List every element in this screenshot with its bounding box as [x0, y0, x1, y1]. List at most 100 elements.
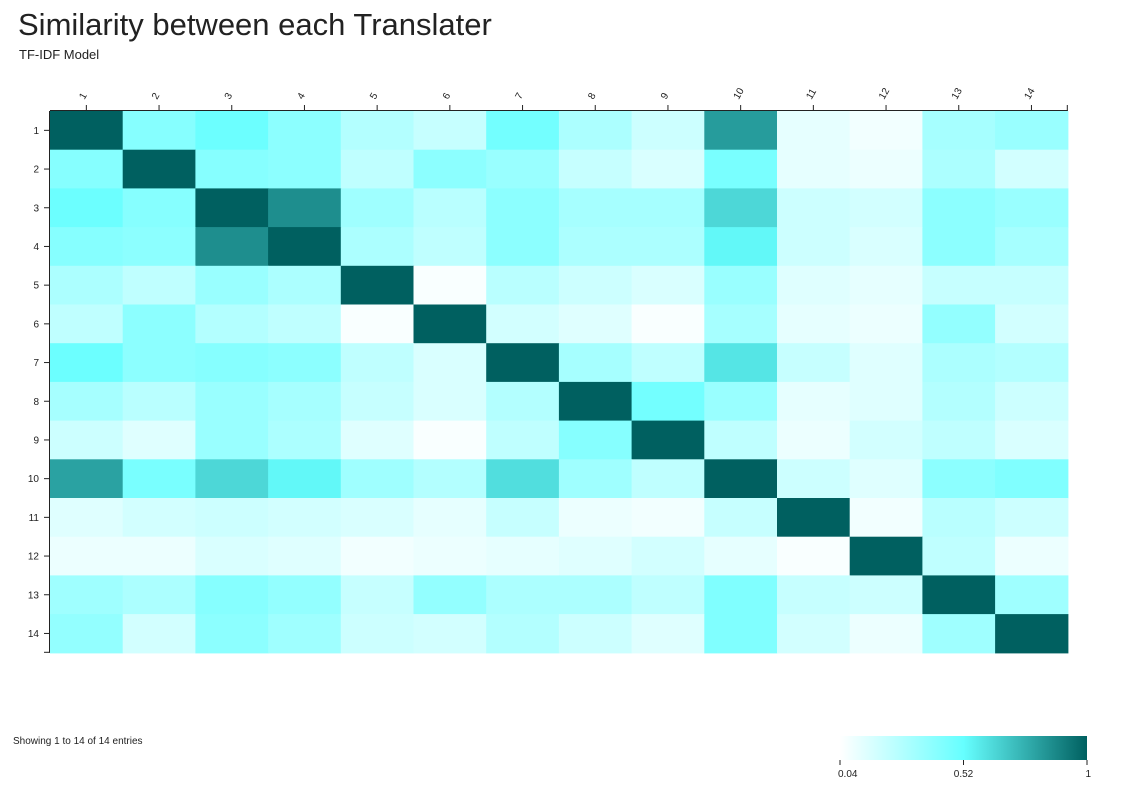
select-button[interactable] [988, 13, 1010, 35]
heatmap-cell [631, 420, 705, 460]
heatmap-cell [195, 536, 269, 576]
y-tick-label: 7 [33, 358, 39, 369]
heatmap-cell [558, 536, 633, 576]
heatmap-cell [486, 304, 560, 344]
heatmap-cell [268, 111, 342, 151]
x-tick-label: 8 [586, 91, 599, 102]
fullscreen-button[interactable] [1048, 13, 1070, 35]
heatmap-cell [413, 575, 487, 615]
heatmap-cell [558, 304, 633, 344]
heatmap-cell [631, 498, 705, 538]
heatmap-cell [995, 498, 1069, 538]
heatmap-cell [195, 304, 269, 344]
heatmap-cell [486, 420, 560, 460]
heatmap-cell [849, 614, 923, 654]
heatmap-cell [122, 575, 196, 615]
heatmap-cell [413, 536, 487, 576]
heatmap-cell [50, 575, 124, 615]
pan-button[interactable] [868, 13, 890, 35]
heatmap-cell [486, 381, 560, 422]
heatmap-cell [340, 149, 415, 189]
y-tick-label: 4 [33, 242, 39, 253]
heatmap-cell [195, 498, 269, 538]
heatmap-cell [704, 227, 778, 267]
legend-tick-label: 0.04 [838, 769, 858, 780]
minus-box-icon [961, 14, 977, 35]
heatmap-cell [631, 614, 705, 654]
heatmap-cell [558, 111, 633, 151]
color-legend-bar [840, 736, 1087, 760]
heatmap-cell [268, 498, 342, 538]
collapse-button[interactable] [958, 13, 980, 35]
heatmap-cell [195, 111, 269, 151]
heatmap-cell [50, 304, 124, 344]
heatmap-cell [413, 614, 487, 654]
heatmap-cell [413, 265, 487, 306]
y-tick-label: 9 [33, 435, 39, 446]
heatmap-cell [340, 111, 415, 151]
heatmap-cell [995, 343, 1069, 383]
y-tick-label: 8 [33, 397, 39, 408]
heatmap-cell [50, 381, 124, 422]
heatmap-cell [922, 304, 996, 344]
x-tick-label: 7 [514, 91, 527, 102]
heatmap-cell [340, 614, 415, 654]
heatmap-cell [340, 381, 415, 422]
heatmap-cell [558, 149, 633, 189]
heatmap-cell [122, 265, 196, 306]
heatmap-cell [268, 304, 342, 344]
heatmap-cell [631, 381, 705, 422]
heatmap-cell [995, 304, 1069, 344]
heatmap-cell [268, 381, 342, 422]
heatmap-cell [268, 149, 342, 189]
heatmap-cell [922, 614, 996, 654]
heatmap-cell [340, 304, 415, 344]
magnifier-icon [901, 14, 917, 35]
zoom-button[interactable] [898, 13, 920, 35]
heatmap-cell [340, 420, 415, 460]
heatmap-cell [486, 188, 560, 228]
heatmap-cell [558, 614, 633, 654]
heatmap-cell [195, 265, 269, 306]
heatmap-cell [704, 111, 778, 151]
heatmap-cell [922, 188, 996, 228]
heatmap-cell [413, 227, 487, 267]
heatmap-cell [558, 227, 633, 267]
heatmap-cell [995, 575, 1069, 615]
menu-button[interactable] [1078, 13, 1100, 35]
expand-icon [1051, 14, 1067, 35]
heatmap-cell [122, 304, 196, 344]
heatmap-cell [195, 149, 269, 189]
heatmap-cell [413, 304, 487, 344]
heatmap-cell [486, 149, 560, 189]
y-tick-label: 6 [33, 319, 39, 330]
legend-tick-label: 1 [1085, 769, 1091, 780]
heatmap-cell [849, 536, 923, 576]
heatmap-cell [995, 420, 1069, 460]
y-tick-label: 3 [33, 203, 39, 214]
heatmap-cell [195, 575, 269, 615]
heatmap-cell [195, 227, 269, 267]
heatmap-cell [922, 149, 996, 189]
heatmap-cell [268, 188, 342, 228]
heatmap-cell [922, 343, 996, 383]
heatmap-cell [122, 188, 196, 228]
x-tick-label: 14 [1023, 86, 1038, 102]
heatmap-cell [631, 227, 705, 267]
heatmap-cell [849, 265, 923, 306]
heatmap-cell [122, 343, 196, 383]
heatmap-cell [849, 343, 923, 383]
heatmap-cell [50, 265, 124, 306]
heatmap-cell [268, 265, 342, 306]
heatmap-cell [122, 459, 196, 499]
heatmap-cell [631, 111, 705, 151]
heatmap-cell [631, 149, 705, 189]
heatmap-cell [849, 498, 923, 538]
heatmap-cell [995, 188, 1069, 228]
heatmap-cell [413, 149, 487, 189]
heatmap-cell [631, 188, 705, 228]
heatmap-cell [486, 111, 560, 151]
x-tick-label: 3 [223, 91, 236, 102]
heatmap-cell [849, 420, 923, 460]
